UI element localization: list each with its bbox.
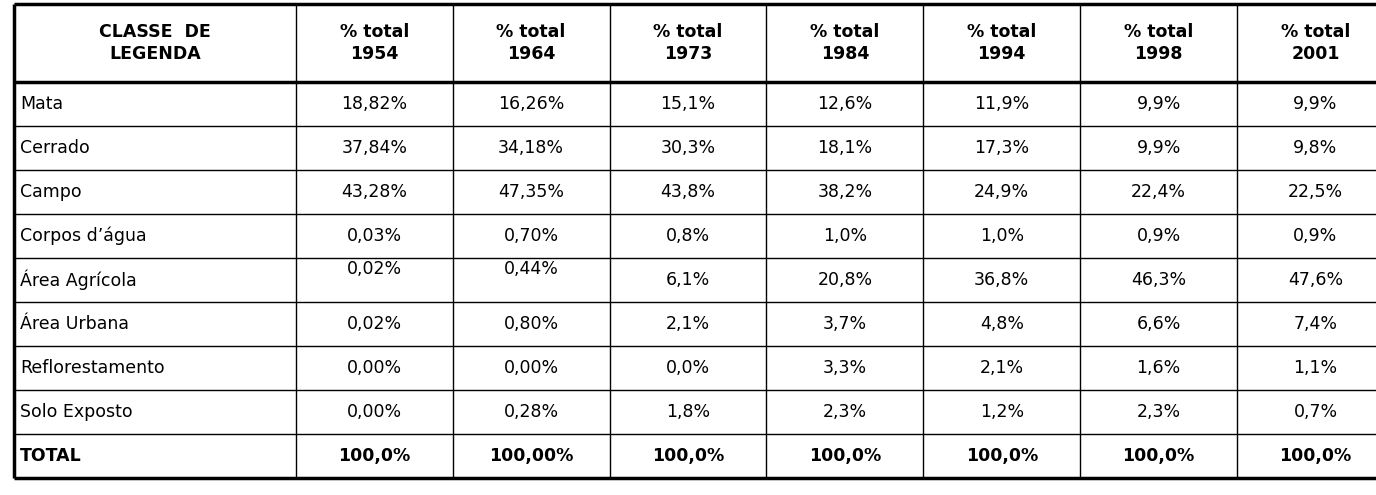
Text: 6,6%: 6,6%	[1137, 315, 1181, 333]
Text: % total
1984: % total 1984	[810, 23, 879, 63]
Text: 100,0%: 100,0%	[652, 447, 724, 465]
Text: 100,0%: 100,0%	[338, 447, 410, 465]
Text: 0,03%: 0,03%	[347, 227, 402, 245]
Text: 43,8%: 43,8%	[660, 183, 716, 201]
Text: 0,02%: 0,02%	[347, 260, 402, 278]
Text: 22,5%: 22,5%	[1288, 183, 1343, 201]
Text: 2,3%: 2,3%	[1137, 403, 1181, 421]
Text: 16,26%: 16,26%	[498, 95, 564, 113]
Text: 15,1%: 15,1%	[660, 95, 716, 113]
Text: 1,8%: 1,8%	[666, 403, 710, 421]
Text: Cerrado: Cerrado	[19, 139, 89, 157]
Text: 2,1%: 2,1%	[980, 359, 1024, 377]
Text: 12,6%: 12,6%	[817, 95, 872, 113]
Text: 9,9%: 9,9%	[1137, 139, 1181, 157]
Text: Corpos d’água: Corpos d’água	[19, 227, 146, 245]
Text: 0,00%: 0,00%	[347, 403, 402, 421]
Text: 2,3%: 2,3%	[823, 403, 867, 421]
Text: 0,44%: 0,44%	[504, 260, 559, 278]
Text: 0,9%: 0,9%	[1293, 227, 1337, 245]
Text: 2,1%: 2,1%	[666, 315, 710, 333]
Text: % total
2001: % total 2001	[1281, 23, 1350, 63]
Text: 1,0%: 1,0%	[823, 227, 867, 245]
Text: 0,80%: 0,80%	[504, 315, 559, 333]
Text: 36,8%: 36,8%	[974, 271, 1029, 289]
Text: 100,0%: 100,0%	[1123, 447, 1194, 465]
Text: 100,00%: 100,00%	[488, 447, 574, 465]
Text: 22,4%: 22,4%	[1131, 183, 1186, 201]
Text: 100,0%: 100,0%	[1280, 447, 1351, 465]
Text: Solo Exposto: Solo Exposto	[19, 403, 132, 421]
Text: Reflorestamento: Reflorestamento	[19, 359, 164, 377]
Text: 3,7%: 3,7%	[823, 315, 867, 333]
Text: 0,8%: 0,8%	[666, 227, 710, 245]
Text: 9,9%: 9,9%	[1293, 95, 1337, 113]
Text: 34,18%: 34,18%	[498, 139, 564, 157]
Text: 6,1%: 6,1%	[666, 271, 710, 289]
Text: 17,3%: 17,3%	[974, 139, 1029, 157]
Text: 11,9%: 11,9%	[974, 95, 1029, 113]
Text: 0,7%: 0,7%	[1293, 403, 1337, 421]
Text: Mata: Mata	[19, 95, 63, 113]
Text: 20,8%: 20,8%	[817, 271, 872, 289]
Text: 37,84%: 37,84%	[341, 139, 407, 157]
Text: 3,3%: 3,3%	[823, 359, 867, 377]
Text: 24,9%: 24,9%	[974, 183, 1029, 201]
Text: 30,3%: 30,3%	[660, 139, 716, 157]
Text: 1,0%: 1,0%	[980, 227, 1024, 245]
Text: 9,9%: 9,9%	[1137, 95, 1181, 113]
Text: Campo: Campo	[19, 183, 81, 201]
Text: Área Agrícola: Área Agrícola	[19, 270, 136, 290]
Text: 46,3%: 46,3%	[1131, 271, 1186, 289]
Text: % total
1994: % total 1994	[967, 23, 1036, 63]
Text: 47,6%: 47,6%	[1288, 271, 1343, 289]
Text: 18,1%: 18,1%	[817, 139, 872, 157]
Text: 43,28%: 43,28%	[341, 183, 407, 201]
Text: 9,8%: 9,8%	[1293, 139, 1337, 157]
Text: 0,28%: 0,28%	[504, 403, 559, 421]
Text: 100,0%: 100,0%	[809, 447, 881, 465]
Text: 38,2%: 38,2%	[817, 183, 872, 201]
Text: 0,00%: 0,00%	[347, 359, 402, 377]
Text: 0,70%: 0,70%	[504, 227, 559, 245]
Text: % total
1973: % total 1973	[654, 23, 722, 63]
Text: Área Urbana: Área Urbana	[19, 315, 129, 333]
Text: 47,35%: 47,35%	[498, 183, 564, 201]
Text: % total
1964: % total 1964	[497, 23, 566, 63]
Text: 1,2%: 1,2%	[980, 403, 1024, 421]
Text: 0,00%: 0,00%	[504, 359, 559, 377]
Text: 1,6%: 1,6%	[1137, 359, 1181, 377]
Text: 1,1%: 1,1%	[1293, 359, 1337, 377]
Text: CLASSE  DE
LEGENDA: CLASSE DE LEGENDA	[99, 23, 211, 63]
Text: 0,0%: 0,0%	[666, 359, 710, 377]
Text: % total
1998: % total 1998	[1124, 23, 1193, 63]
Text: TOTAL: TOTAL	[19, 447, 81, 465]
Text: 0,02%: 0,02%	[347, 315, 402, 333]
Text: 100,0%: 100,0%	[966, 447, 1038, 465]
Text: 18,82%: 18,82%	[341, 95, 407, 113]
Text: 7,4%: 7,4%	[1293, 315, 1337, 333]
Text: 4,8%: 4,8%	[980, 315, 1024, 333]
Text: % total
1954: % total 1954	[340, 23, 409, 63]
Text: 0,9%: 0,9%	[1137, 227, 1181, 245]
